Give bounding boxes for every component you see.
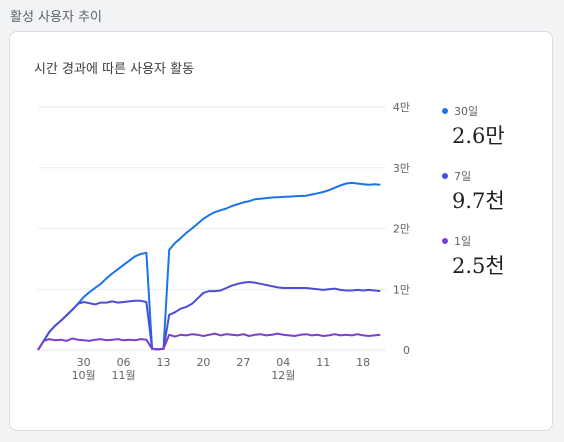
- y-tick-label-1: 1만: [393, 283, 410, 296]
- card-title: 시간 경과에 따른 사용자 활동: [34, 62, 195, 77]
- series-line-2: [37, 332, 381, 351]
- legend-label-30d: 30일: [454, 105, 479, 118]
- legend-item-1d[interactable]: 1일 2.5천: [442, 234, 505, 280]
- series-line-0: [37, 181, 381, 351]
- x-tick-label-2: 13: [157, 356, 171, 369]
- series-line-1: [37, 281, 381, 351]
- chart-card: 시간 경과에 따른 사용자 활동 0 1만 2만 3만 4만 30 10월 06 11월 13 20…: [9, 31, 553, 431]
- x-tick-label-4: 27: [236, 356, 250, 369]
- legend-dot-7d: [442, 173, 448, 179]
- legend-value-7d: 9.7천: [452, 189, 505, 213]
- x-tick-label-0: 30: [77, 356, 91, 369]
- legend: 30일 2.6만 7일 9.7천 1일 2.5천: [442, 104, 505, 299]
- x-tick-label-1: 06: [117, 356, 131, 369]
- legend-label-7d: 7일: [454, 170, 472, 183]
- y-tick-label-3: 3만: [393, 162, 410, 175]
- legend-dot-30d: [442, 108, 448, 114]
- legend-item-30d[interactable]: 30일 2.6만: [442, 104, 505, 150]
- y-tick-label-4: 4만: [393, 101, 410, 114]
- legend-label-1d: 1일: [454, 235, 472, 248]
- x-tick-label-5: 04: [276, 356, 290, 369]
- legend-item-7d[interactable]: 7일 9.7천: [442, 169, 505, 215]
- x-tick-label-6: 11: [316, 356, 330, 369]
- legend-value-30d: 2.6만: [452, 124, 505, 148]
- x-month-label-1: 11월: [112, 369, 136, 382]
- x-month-label-0: 10월: [72, 369, 96, 382]
- section-title: 활성 사용자 추이: [10, 10, 102, 25]
- x-tick-label-3: 20: [196, 356, 210, 369]
- y-tick-label-0: 0: [403, 344, 410, 357]
- legend-dot-1d: [442, 238, 448, 244]
- x-tick-label-7: 18: [356, 356, 370, 369]
- legend-value-1d: 2.5천: [452, 254, 505, 278]
- x-month-label-5: 12월: [271, 369, 295, 382]
- y-tick-label-2: 2만: [393, 223, 410, 236]
